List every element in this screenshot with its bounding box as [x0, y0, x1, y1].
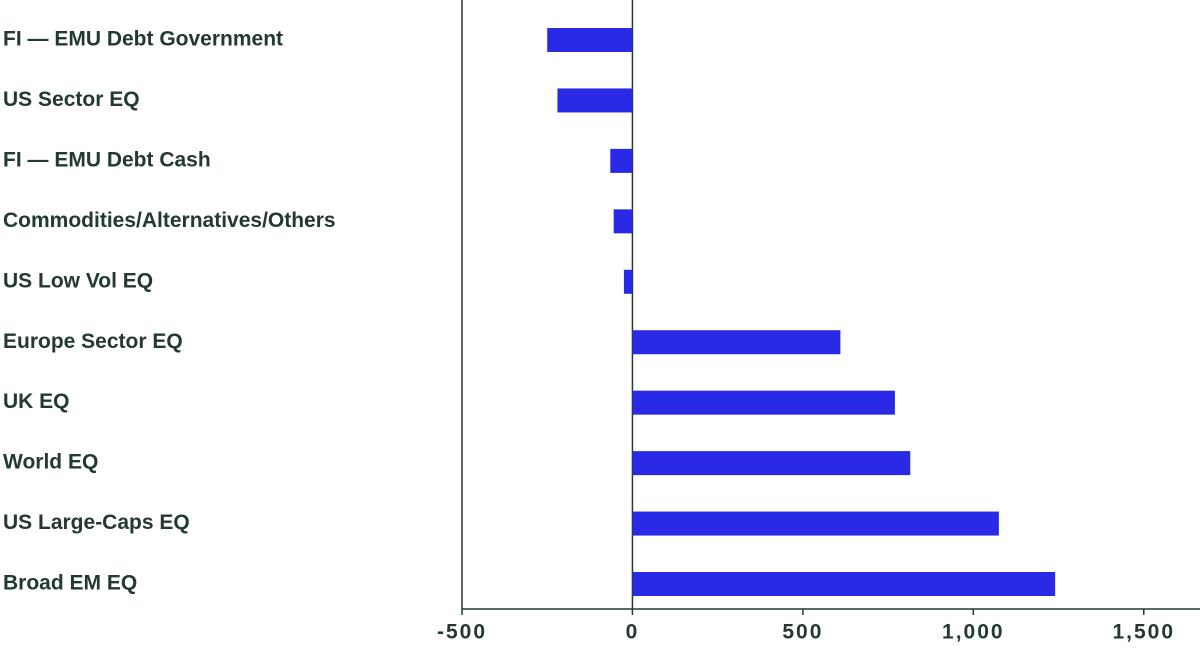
bar [632, 330, 841, 355]
x-tick-label: 1,000 [942, 621, 1005, 644]
category-label: World EQ [3, 451, 98, 474]
bar [610, 148, 633, 173]
category-label: Europe Sector EQ [3, 330, 183, 353]
bar [547, 28, 633, 52]
bar [632, 390, 895, 415]
bar [632, 451, 911, 476]
category-label: US Sector EQ [3, 88, 140, 111]
x-tick-label: 1,500 [1112, 621, 1175, 644]
category-label: Commodities/Alternatives/Others [3, 209, 336, 232]
category-label: FI — EMU Debt Cash [3, 148, 211, 171]
category-label: US Large-Caps EQ [3, 511, 190, 534]
category-label: US Low Vol EQ [3, 269, 153, 292]
x-tick-label: 500 [782, 621, 823, 644]
category-label: Broad EM EQ [3, 572, 137, 595]
bar [557, 88, 633, 113]
bar [623, 269, 633, 294]
bar [632, 572, 1056, 596]
x-tick-label: 0 [626, 621, 640, 644]
category-label: UK EQ [3, 390, 70, 413]
bar [613, 209, 633, 234]
bar [632, 511, 999, 536]
category-label: FI — EMU Debt Government [3, 28, 283, 51]
x-tick-label: -500 [437, 621, 487, 644]
